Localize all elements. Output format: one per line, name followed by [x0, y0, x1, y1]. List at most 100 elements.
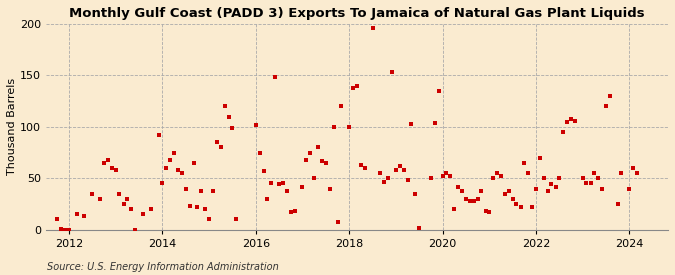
Point — [286, 210, 296, 214]
Point — [122, 197, 133, 201]
Point — [231, 217, 242, 222]
Point — [585, 181, 596, 186]
Point — [495, 174, 506, 178]
Point — [281, 188, 292, 193]
Point — [126, 207, 136, 211]
Point — [500, 192, 510, 196]
Point — [254, 150, 265, 155]
Point — [519, 161, 530, 165]
Point — [317, 159, 327, 163]
Point — [227, 126, 238, 130]
Y-axis label: Thousand Barrels: Thousand Barrels — [7, 78, 17, 175]
Point — [515, 205, 526, 209]
Point — [468, 199, 479, 203]
Text: Source: U.S. Energy Information Administration: Source: U.S. Energy Information Administ… — [47, 262, 279, 272]
Point — [554, 176, 565, 180]
Point — [301, 158, 312, 162]
Point — [441, 171, 452, 175]
Point — [196, 188, 207, 193]
Point — [425, 176, 436, 180]
Point — [539, 176, 549, 180]
Point — [308, 176, 319, 180]
Point — [172, 168, 183, 172]
Point — [110, 168, 121, 172]
Point — [259, 169, 269, 173]
Point — [531, 186, 541, 191]
Point — [550, 184, 561, 189]
Point — [63, 228, 74, 232]
Point — [324, 186, 335, 191]
Point — [165, 158, 176, 162]
Point — [367, 26, 378, 30]
Point — [406, 122, 416, 126]
Point — [262, 197, 273, 201]
Point — [569, 119, 580, 123]
Point — [223, 114, 234, 119]
Point — [277, 181, 288, 186]
Point — [601, 104, 612, 108]
Point — [390, 168, 401, 172]
Point — [145, 207, 156, 211]
Point — [604, 94, 615, 98]
Point — [402, 178, 413, 183]
Point — [212, 140, 223, 144]
Point — [452, 184, 463, 189]
Point — [410, 192, 421, 196]
Point — [616, 171, 627, 175]
Point — [546, 182, 557, 187]
Point — [487, 176, 498, 180]
Point — [321, 161, 331, 165]
Point — [60, 228, 71, 232]
Point — [344, 125, 354, 129]
Point — [398, 168, 409, 172]
Point — [445, 174, 456, 178]
Point — [492, 171, 503, 175]
Point — [138, 212, 148, 216]
Point — [414, 226, 425, 230]
Point — [577, 176, 588, 180]
Point — [566, 116, 576, 121]
Point — [289, 209, 300, 213]
Point — [589, 171, 599, 175]
Point — [328, 125, 339, 129]
Point — [161, 166, 171, 170]
Point — [526, 205, 537, 209]
Point — [72, 212, 82, 216]
Point — [558, 130, 568, 134]
Point — [507, 197, 518, 201]
Point — [305, 150, 316, 155]
Point — [457, 188, 468, 193]
Point — [266, 181, 277, 186]
Point — [153, 133, 164, 137]
Point — [157, 181, 168, 186]
Point — [383, 176, 394, 180]
Point — [107, 166, 117, 170]
Point — [215, 145, 226, 150]
Point — [297, 184, 308, 189]
Point — [460, 197, 471, 201]
Point — [200, 207, 211, 211]
Point — [207, 188, 218, 193]
Point — [177, 171, 188, 175]
Point — [597, 186, 608, 191]
Point — [250, 123, 261, 127]
Point — [95, 197, 106, 201]
Point — [522, 171, 533, 175]
Point — [274, 182, 285, 187]
Point — [394, 164, 405, 168]
Point — [511, 202, 522, 206]
Point — [348, 86, 358, 90]
Point — [204, 217, 215, 222]
Point — [437, 174, 448, 178]
Point — [464, 199, 475, 203]
Point — [593, 176, 603, 180]
Point — [270, 75, 281, 80]
Point — [87, 192, 98, 196]
Point — [375, 171, 386, 175]
Title: Monthly Gulf Coast (PADD 3) Exports To Jamaica of Natural Gas Plant Liquids: Monthly Gulf Coast (PADD 3) Exports To J… — [69, 7, 645, 20]
Point — [118, 202, 129, 206]
Point — [624, 186, 634, 191]
Point — [359, 166, 370, 170]
Point — [379, 180, 389, 185]
Point — [336, 104, 347, 108]
